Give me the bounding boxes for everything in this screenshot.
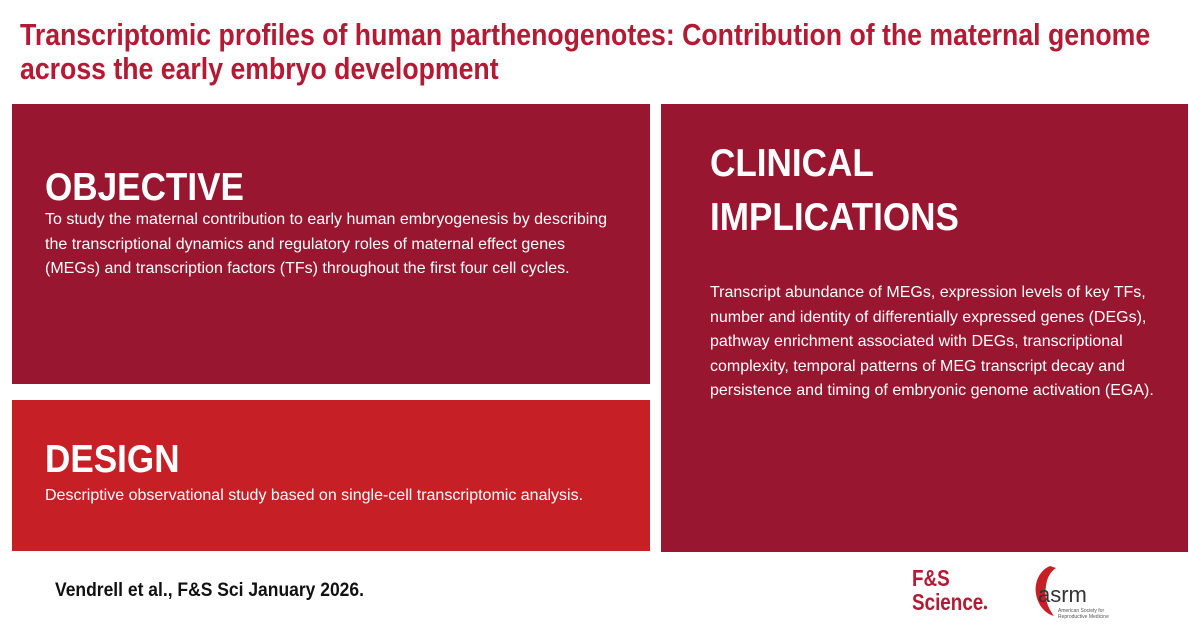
fs-science-logo: F&S Science● <box>912 565 988 615</box>
design-heading: DESIGN <box>45 438 180 481</box>
asrm-swoosh <box>1035 566 1056 616</box>
asrm-subtitle-line1: American Society for <box>1058 608 1104 614</box>
objective-text: To study the maternal contribution to ea… <box>45 211 608 277</box>
clinical-implications-heading: CLINICAL IMPLICATIONS <box>710 142 959 239</box>
asrm-logo: asrm American Society for Reproductive M… <box>1035 566 1109 620</box>
objective-panel: OBJECTIVE To study the maternal contribu… <box>12 104 650 384</box>
objective-heading: OBJECTIVE <box>45 166 244 209</box>
clinical-implications-panel: CLINICAL IMPLICATIONS Transcript abundan… <box>661 104 1188 552</box>
fs-logo-line1: F&S <box>912 565 950 591</box>
asrm-subtitle-line2: Reproductive Medicine <box>1058 614 1109 620</box>
page-title: Transcriptomic profiles of human parthen… <box>20 17 1151 86</box>
fs-logo-line2: Science <box>912 589 984 615</box>
clinical-implications-text: Transcript abundance of MEGs, expression… <box>710 284 1154 399</box>
design-panel: DESIGN Descriptive observational study b… <box>12 400 650 551</box>
design-text: Descriptive observational study based on… <box>45 487 584 504</box>
citation: Vendrell et al., F&S Sci January 2026. <box>55 580 364 601</box>
asrm-wordmark: asrm <box>1038 582 1087 607</box>
